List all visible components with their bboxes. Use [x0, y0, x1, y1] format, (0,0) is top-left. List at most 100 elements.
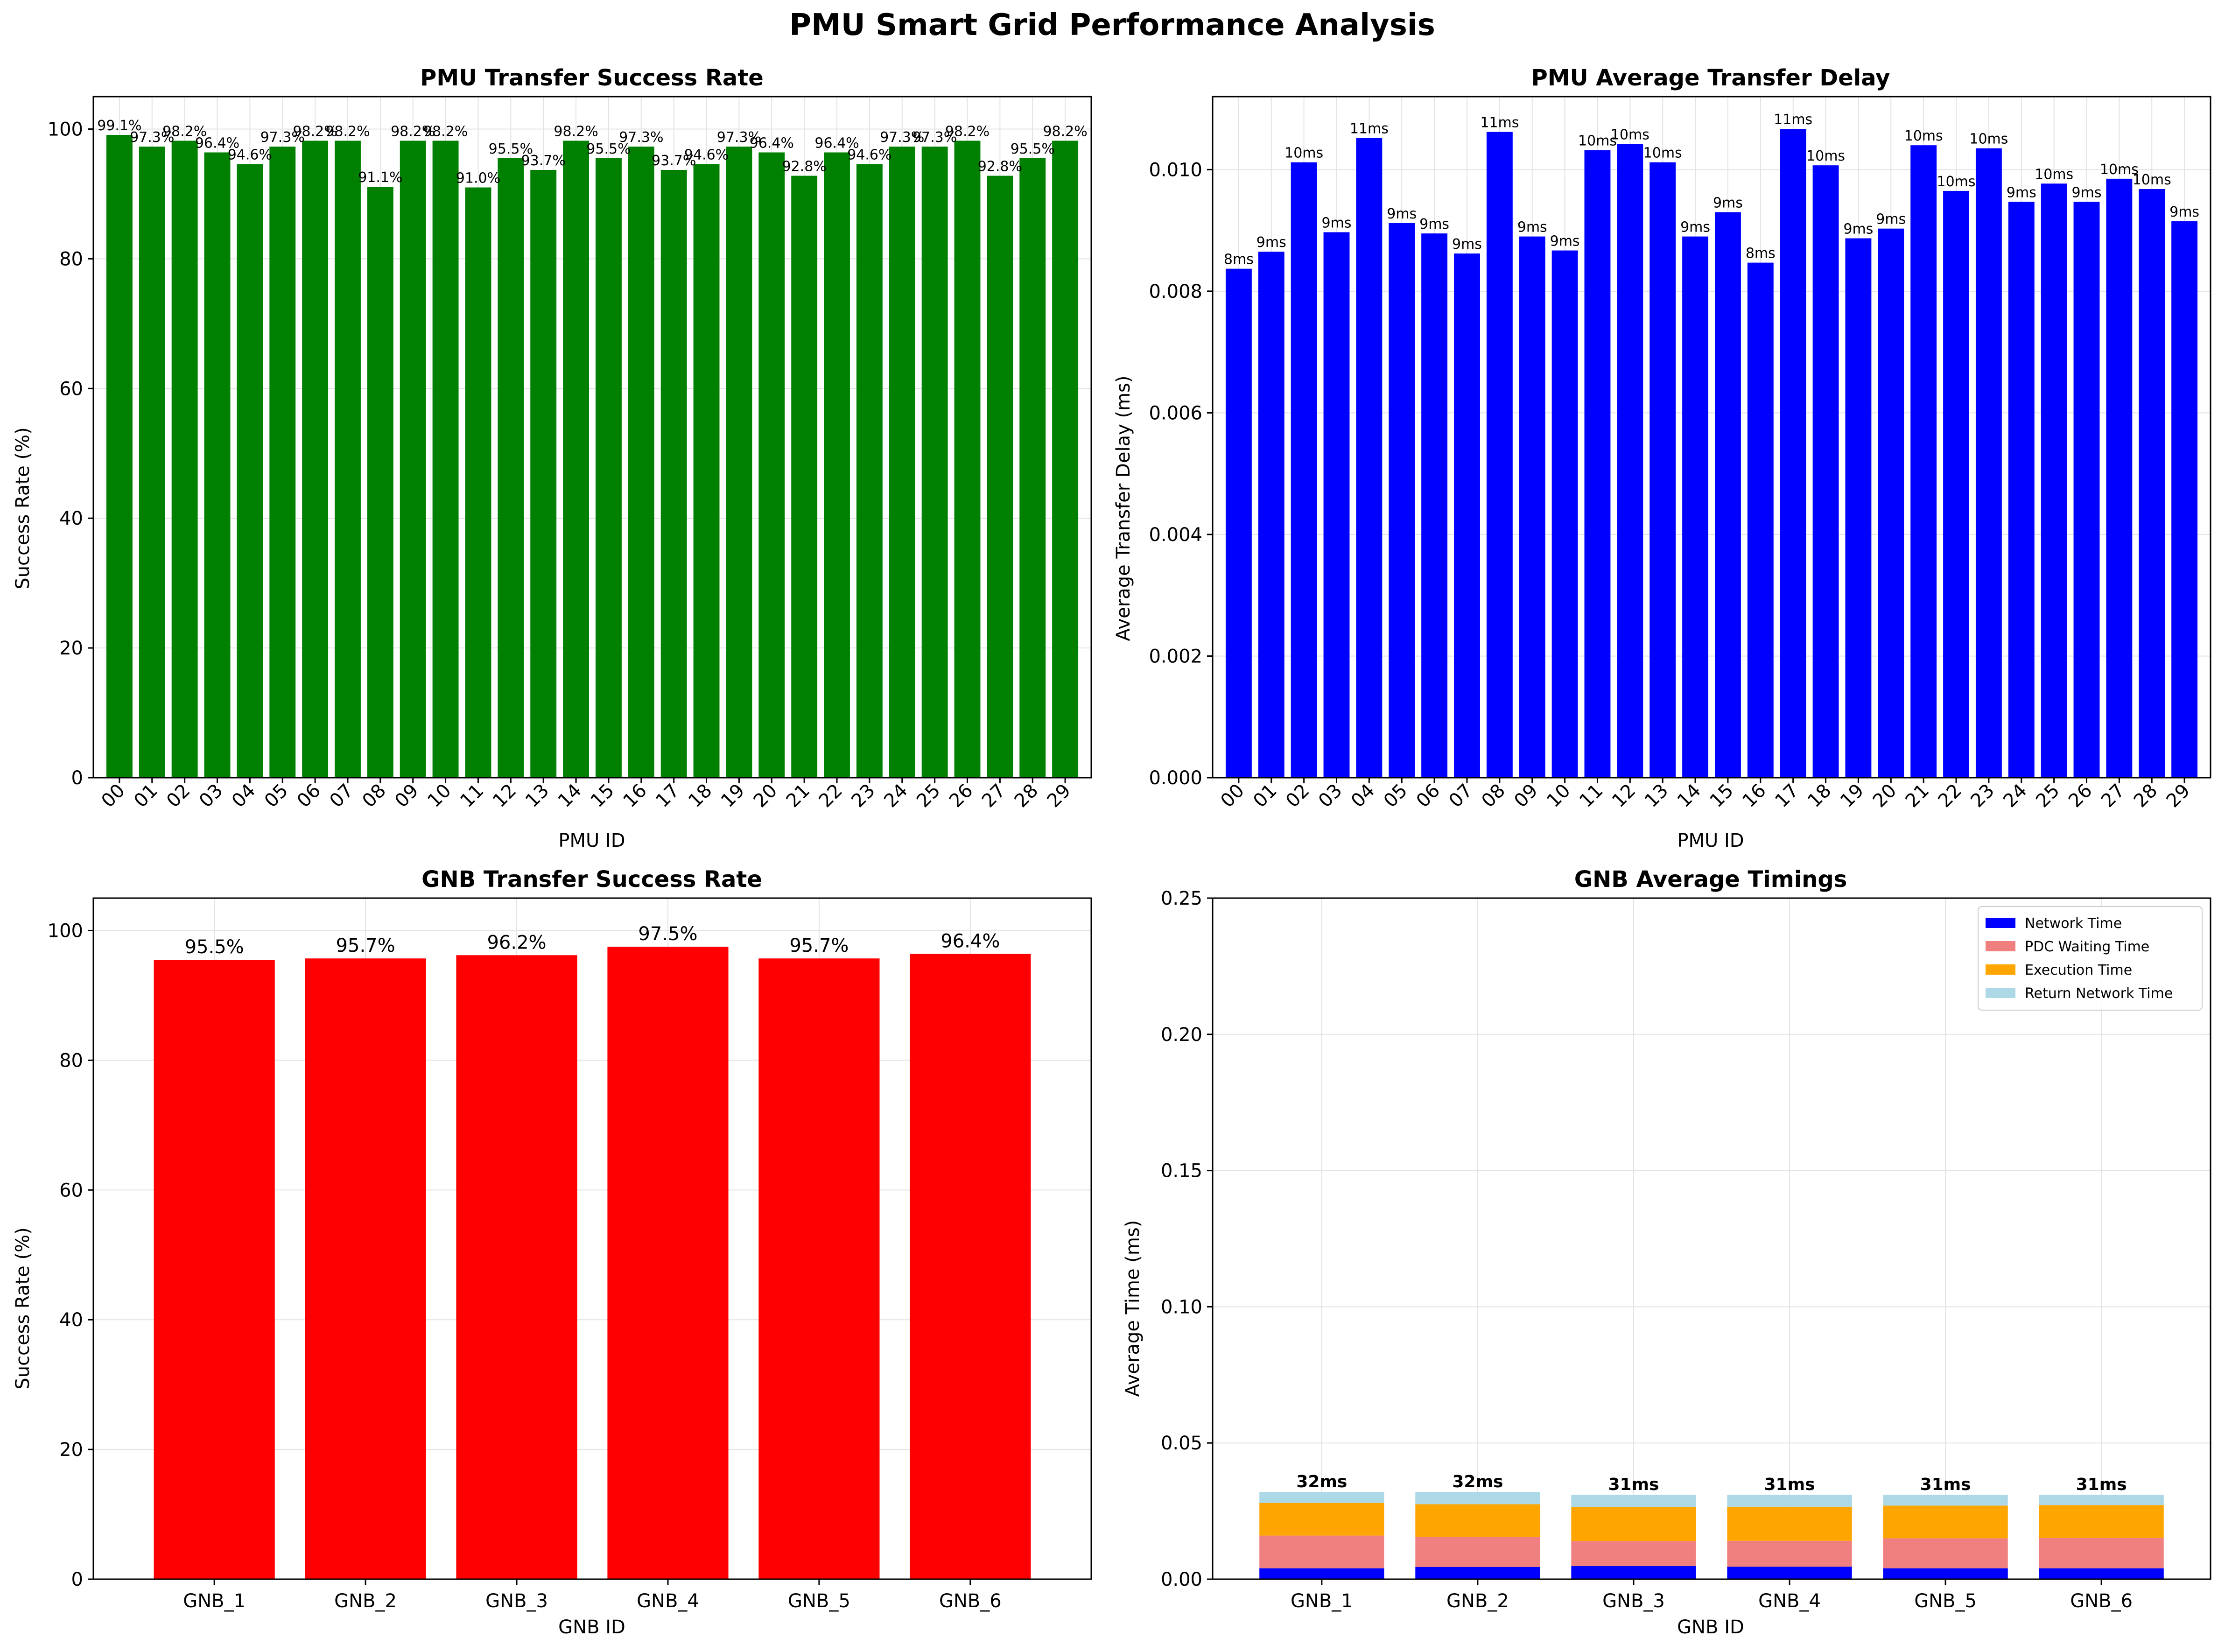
- bar: [1812, 165, 1839, 778]
- data-label: 9ms: [1843, 221, 1873, 238]
- data-label: 97.3%: [880, 129, 924, 146]
- bar: [1943, 190, 1969, 778]
- bar-pdc-waiting-time: [2039, 1538, 2164, 1568]
- figure-title: PMU Smart Grid Performance Analysis: [789, 8, 1435, 42]
- bar: [2139, 189, 2165, 778]
- y-tick-label: 40: [59, 508, 83, 529]
- data-label: 9ms: [1256, 234, 1286, 251]
- data-label: 97.3%: [912, 129, 957, 146]
- bars: [106, 134, 1079, 778]
- bar: [1584, 150, 1611, 778]
- data-label: 98.2%: [423, 123, 468, 140]
- data-label: 95.5%: [586, 141, 631, 157]
- data-label: 31ms: [2076, 1475, 2127, 1494]
- data-label: 96.2%: [487, 932, 546, 953]
- x-tick-label: GNB_5: [788, 1590, 850, 1612]
- bar: [204, 152, 231, 778]
- bar: [1019, 158, 1046, 778]
- bar: [1780, 129, 1806, 778]
- y-tick-label: 0.20: [1161, 1024, 1202, 1046]
- gnb-success-rate-chart: GNB Transfer Success Rate GNB ID Success…: [12, 866, 1092, 1638]
- bar: [910, 954, 1031, 1579]
- legend-swatch: [1986, 988, 2015, 998]
- chart-title: GNB Average Timings: [1574, 866, 1847, 893]
- bar-pdc-waiting-time: [1571, 1541, 1696, 1566]
- y-tick-label: 0.002: [1149, 646, 1202, 667]
- pmu-transfer-delay-chart: PMU Average Transfer Delay PMU ID Averag…: [1113, 65, 2211, 851]
- data-label: 31ms: [1764, 1475, 1815, 1494]
- bar: [1291, 162, 1317, 778]
- data-label: 10ms: [1969, 131, 2008, 148]
- bar-pdc-waiting-time: [1415, 1537, 1540, 1567]
- data-label: 9ms: [1550, 233, 1580, 250]
- x-tick-label: GNB_5: [1914, 1590, 1977, 1612]
- y-tick-label: 80: [59, 1050, 83, 1071]
- data-label: 11ms: [1774, 112, 1812, 128]
- bar-execution-time: [1727, 1506, 1852, 1541]
- bars: [154, 947, 1031, 1579]
- data-label: 32ms: [1452, 1472, 1503, 1491]
- data-label: 31ms: [1920, 1475, 1971, 1494]
- legend-swatch: [1986, 964, 2015, 975]
- x-tick-label: GNB_3: [1602, 1590, 1665, 1612]
- data-labels: 99.1%97.3%98.2%96.4%94.6%97.3%98.2%98.2%…: [97, 118, 1088, 187]
- x-tick-label: GNB_6: [939, 1590, 1002, 1612]
- axes-frame: [1212, 96, 2211, 779]
- data-label: 9ms: [1419, 216, 1449, 232]
- data-label: 9ms: [1452, 236, 1482, 253]
- bar: [1454, 253, 1480, 778]
- data-label: 31ms: [1608, 1475, 1659, 1494]
- axes: 0 20 40 60 80 100 GNB_1 GNB_2 GNB_3 GNB_4 GNB_5 GNB…: [48, 897, 1092, 1612]
- bar: [1878, 228, 1904, 778]
- chart-title: PMU Transfer Success Rate: [420, 65, 764, 91]
- y-tick-label: 100: [48, 920, 83, 942]
- y-tick-label: 0.15: [1161, 1160, 1202, 1182]
- data-label: 96.4%: [814, 135, 859, 151]
- legend-entry: Return Network Time: [2025, 985, 2173, 1002]
- data-label: 98.2%: [391, 123, 435, 140]
- y-tick-label: 0.004: [1149, 524, 1202, 546]
- data-label: 94.6%: [684, 147, 729, 163]
- data-label: 98.2%: [554, 123, 598, 140]
- data-label: 99.1%: [97, 118, 141, 134]
- bar: [2041, 183, 2067, 778]
- bar-network-time: [1883, 1568, 2008, 1579]
- data-labels: 8ms9ms10ms9ms11ms9ms9ms9ms11ms9ms9ms10ms…: [1224, 112, 2199, 268]
- data-label: 9ms: [2007, 184, 2036, 201]
- chart-title: PMU Average Transfer Delay: [1531, 65, 1890, 91]
- bar: [1258, 252, 1284, 778]
- y-tick-label: 0.006: [1149, 402, 1202, 424]
- y-tick-label: 0: [71, 767, 83, 789]
- bar-pdc-waiting-time: [1727, 1540, 1852, 1567]
- chart-title: GNB Transfer Success Rate: [421, 866, 762, 893]
- bar: [367, 187, 393, 778]
- legend-entry: PDC Waiting Time: [2025, 939, 2149, 955]
- bar-pdc-waiting-time: [1259, 1535, 1384, 1568]
- data-label: 91.0%: [456, 170, 500, 187]
- bar: [954, 141, 981, 778]
- bar-execution-time: [2039, 1505, 2164, 1538]
- bar: [921, 146, 948, 778]
- bar: [693, 164, 720, 778]
- bar: [1551, 250, 1578, 778]
- y-tick-label: 0.008: [1149, 281, 1202, 302]
- bar: [791, 176, 818, 778]
- data-label: 91.1%: [358, 169, 402, 186]
- bar: [2106, 178, 2133, 778]
- data-label: 10ms: [1904, 128, 1943, 144]
- bar-return-network-time: [1727, 1495, 1852, 1507]
- bar-return-network-time: [1883, 1495, 2008, 1506]
- bar: [607, 947, 729, 1579]
- bar: [1649, 162, 1676, 778]
- data-label: 10ms: [2035, 166, 2073, 183]
- bar: [269, 146, 296, 778]
- data-label: 10ms: [1578, 133, 1617, 149]
- bar: [106, 134, 133, 778]
- data-label: 10ms: [1937, 174, 1976, 190]
- bar: [563, 141, 590, 778]
- data-label: 93.7%: [521, 153, 566, 169]
- y-axis-label: Average Time (ms): [1122, 1220, 1144, 1397]
- data-label: 10ms: [1643, 145, 1682, 162]
- bar: [432, 141, 459, 778]
